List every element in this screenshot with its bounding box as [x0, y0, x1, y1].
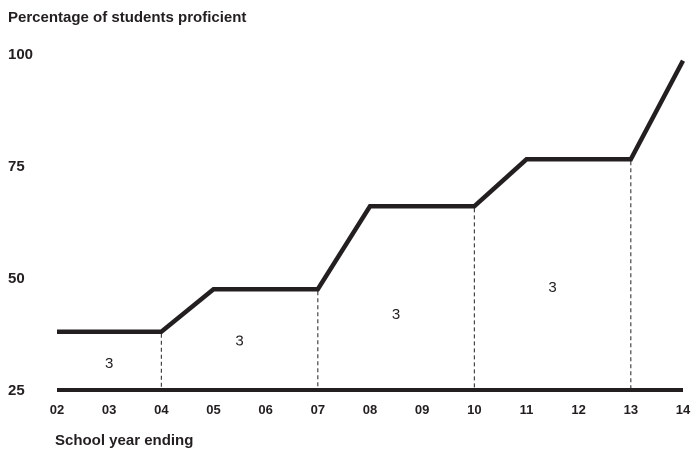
interval-guides: [160, 161, 632, 390]
interval-label-2: 3: [235, 333, 243, 350]
y-tick-label-100: 100: [8, 46, 33, 63]
x-tick-label-08: 08: [363, 402, 377, 417]
proficiency-line: [57, 59, 685, 335]
x-tick-label-02: 02: [50, 402, 64, 417]
interval-label-1: 3: [105, 355, 113, 372]
x-tick-label-03: 03: [102, 402, 116, 417]
interval-labels: 3 3 3 3: [105, 279, 557, 372]
x-tick-label-11: 11: [520, 402, 534, 417]
x-tick-label-09: 09: [415, 402, 429, 417]
x-tick-label-12: 12: [571, 402, 585, 417]
y-axis-ticks: 100 75 50 25: [8, 46, 33, 399]
y-tick-label-25: 25: [8, 382, 25, 399]
x-tick-label-05: 05: [206, 402, 220, 417]
x-tick-label-07: 07: [311, 402, 325, 417]
chart-title: Percentage of students proficient: [8, 9, 246, 26]
x-tick-label-10: 10: [467, 402, 481, 417]
interval-label-4: 3: [548, 279, 556, 296]
x-tick-label-13: 13: [624, 402, 638, 417]
x-axis-label: School year ending: [55, 432, 193, 449]
x-axis-ticks: 02 03 04 05 06 07 08 09 10 11 12 13 14: [50, 402, 691, 417]
y-tick-label-75: 75: [8, 158, 25, 175]
x-tick-label-14: 14: [676, 402, 691, 417]
y-tick-label-50: 50: [8, 270, 25, 287]
x-tick-label-04: 04: [154, 402, 169, 417]
interval-label-3: 3: [392, 306, 400, 323]
x-tick-label-06: 06: [258, 402, 272, 417]
